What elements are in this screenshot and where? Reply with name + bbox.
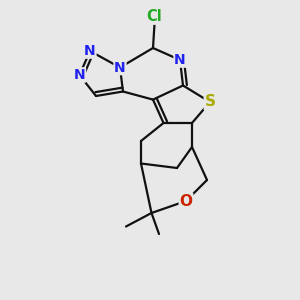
Text: O: O [179,194,193,208]
Text: N: N [114,61,126,74]
Text: Cl: Cl [147,9,162,24]
Text: N: N [84,44,96,58]
Text: N: N [174,53,186,67]
Text: N: N [74,68,85,82]
Text: S: S [205,94,215,110]
